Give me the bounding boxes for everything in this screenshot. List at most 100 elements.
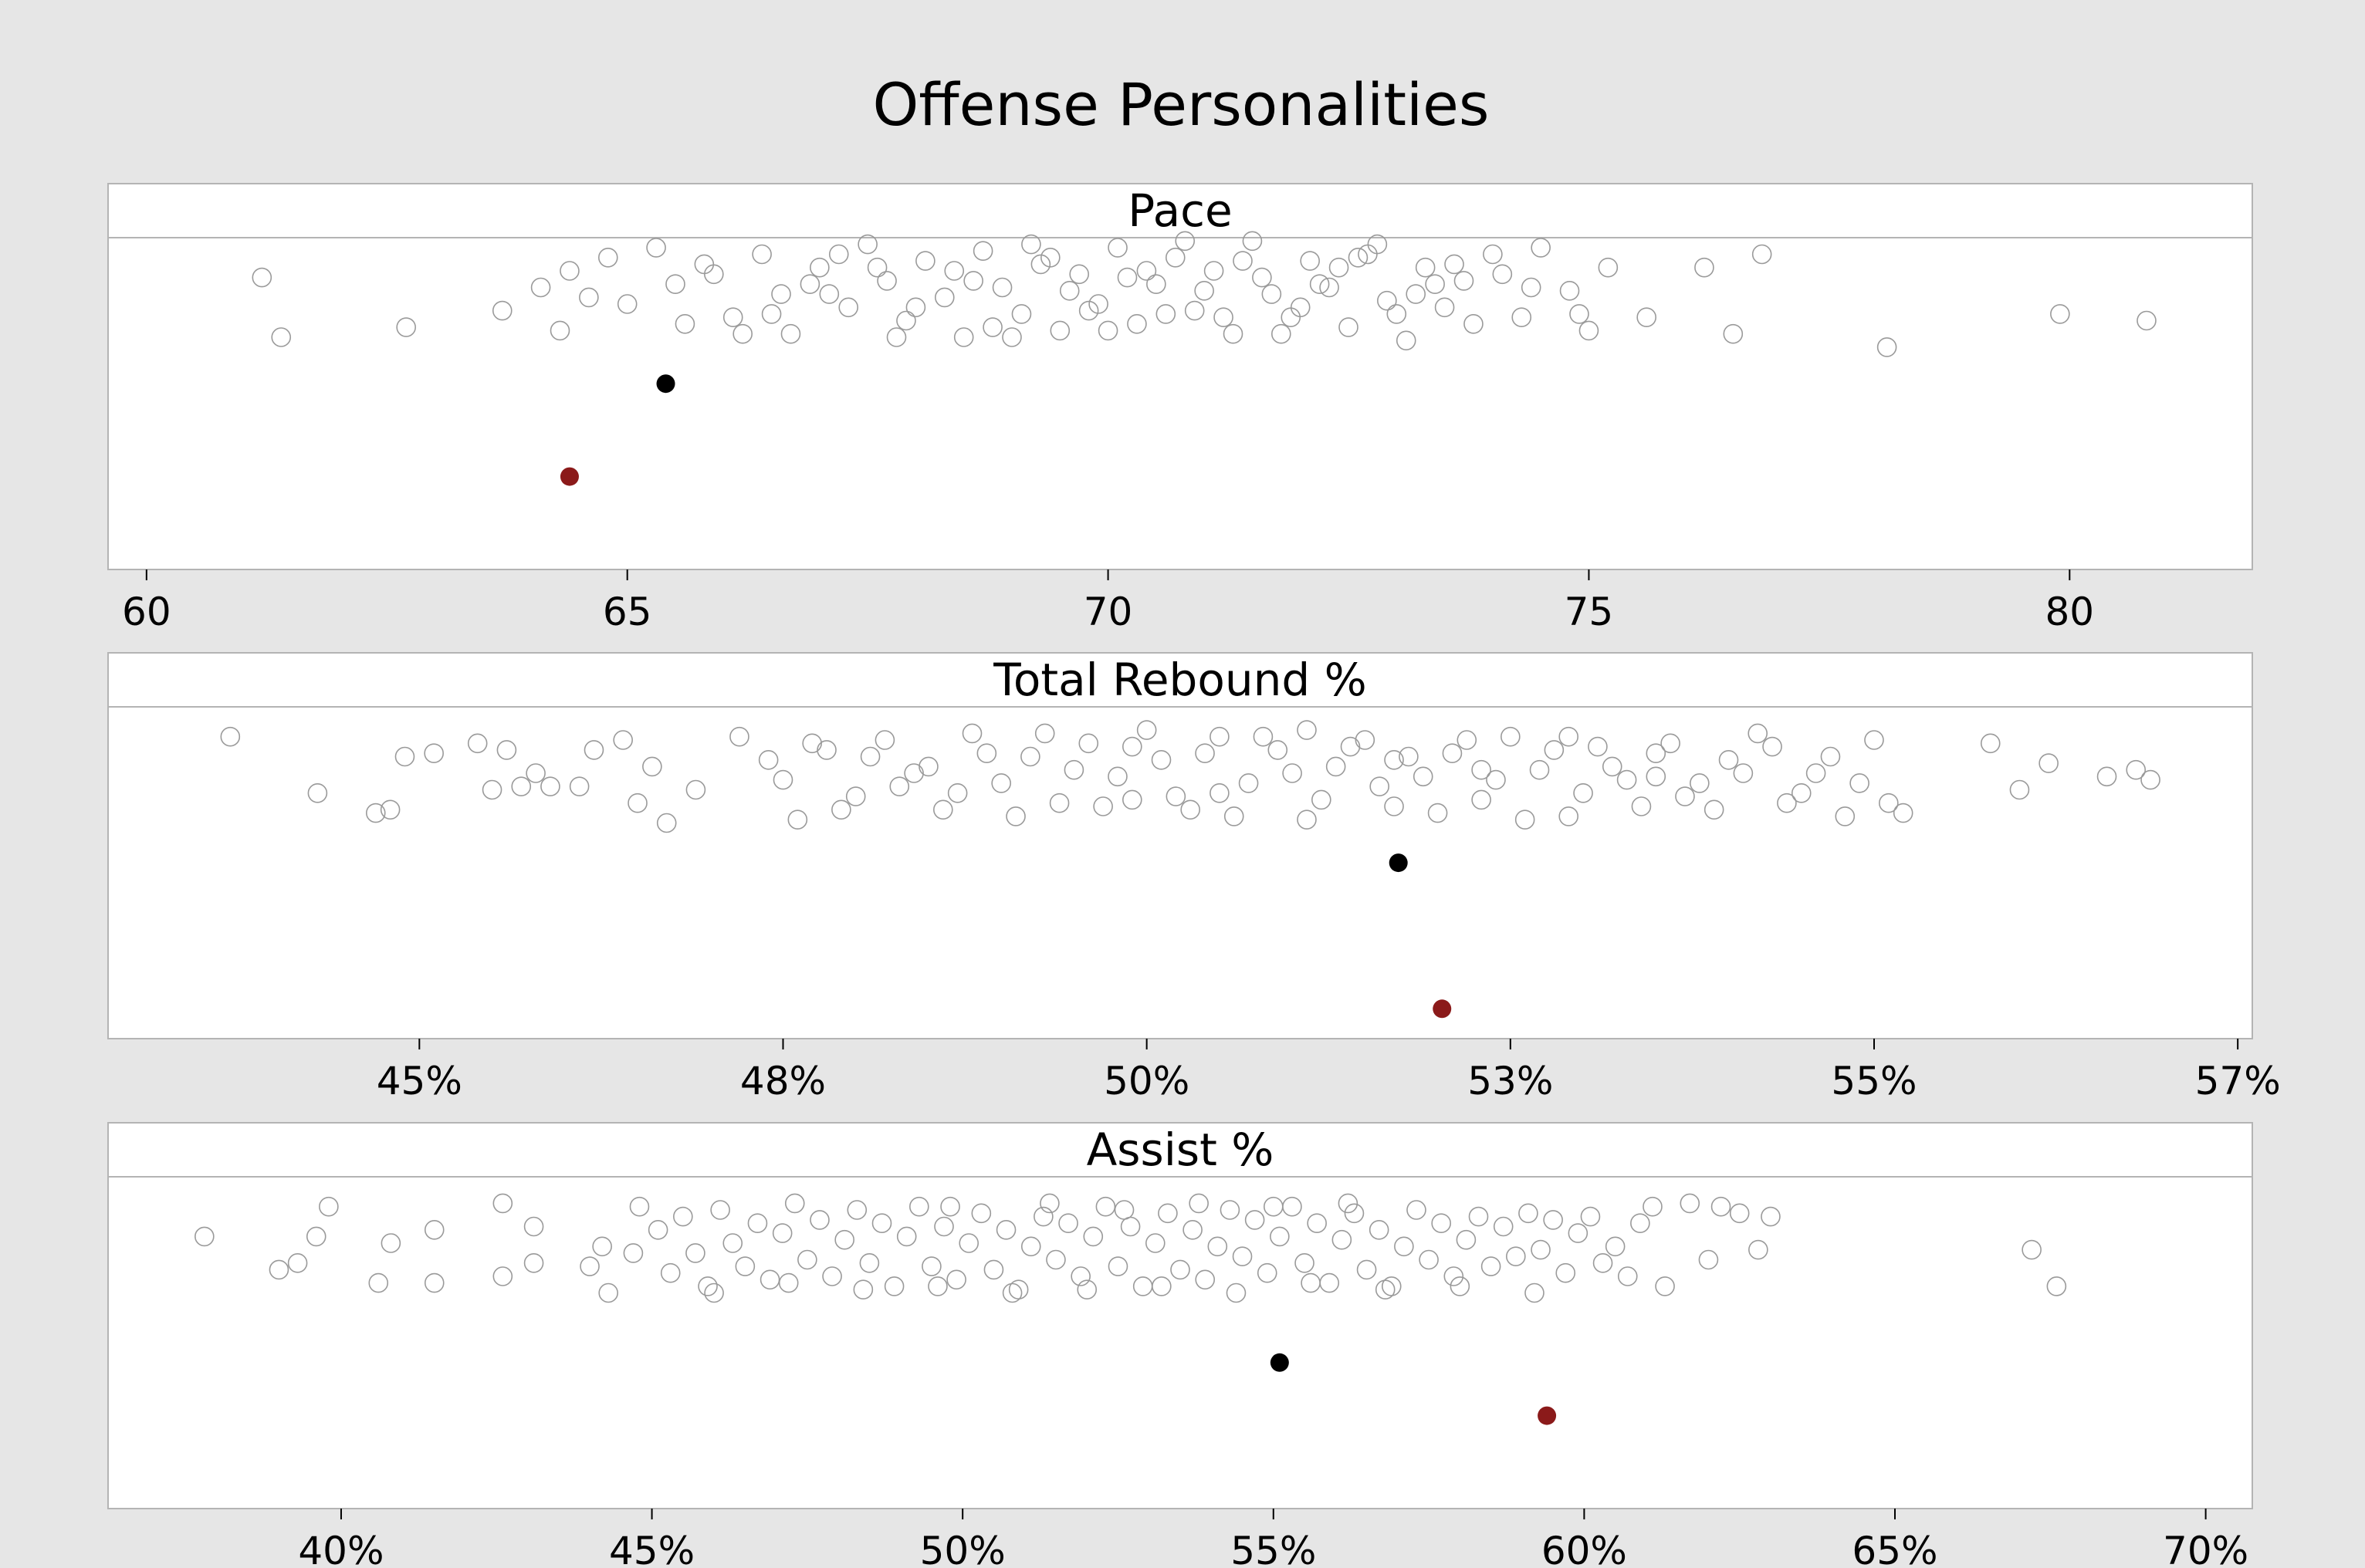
data-point-1-9 (511, 776, 532, 797)
data-point-1-52 (1660, 733, 1680, 754)
data-point-1-86 (1471, 789, 1491, 810)
data-point-2-50 (1046, 1249, 1066, 1270)
data-point-2-62 (1195, 1269, 1216, 1290)
panel-title-1: Total Rebound % (993, 654, 1366, 706)
data-point-0-34 (1127, 313, 1147, 334)
data-point-2-48 (1020, 1236, 1041, 1257)
data-point-0-82 (1406, 284, 1426, 304)
data-point-1-51 (1631, 796, 1652, 816)
data-point-0-57 (1598, 257, 1619, 278)
data-point-0-93 (1117, 267, 1138, 288)
data-point-1-12 (569, 776, 590, 797)
data-point-2-125 (1338, 1193, 1358, 1214)
data-point-1-83 (1384, 796, 1404, 816)
data-point-1-36 (1195, 743, 1215, 764)
data-point-0-44 (1319, 277, 1339, 298)
data-point-1-0 (220, 726, 241, 747)
data-point-1-107 (1297, 720, 1317, 740)
data-point-2-64 (1220, 1200, 1240, 1220)
data-point-0-37 (1184, 300, 1205, 321)
data-point-0-91 (1040, 247, 1061, 268)
data-point-1-20 (758, 749, 779, 770)
accent-point-2-0 (1538, 1406, 1557, 1425)
data-point-2-104 (1748, 1239, 1768, 1260)
data-point-0-2 (396, 317, 416, 337)
data-point-1-17 (656, 813, 677, 833)
data-point-0-74 (1098, 320, 1118, 341)
data-point-1-22 (787, 809, 808, 830)
data-point-0-80 (1328, 257, 1349, 278)
data-point-0-81 (1367, 234, 1388, 255)
data-point-2-115 (1226, 1282, 1247, 1303)
data-point-1-10 (526, 763, 546, 783)
data-point-2-97 (1630, 1213, 1650, 1233)
data-point-0-87 (867, 257, 888, 278)
data-point-2-78 (1394, 1236, 1414, 1257)
x-tick-label-0-0: 60 (122, 590, 171, 634)
data-point-1-55 (1748, 723, 1768, 744)
data-point-1-87 (1501, 726, 1521, 747)
data-point-0-12 (675, 313, 695, 334)
data-point-1-75 (1151, 749, 1172, 770)
data-point-1-26 (904, 763, 924, 783)
data-point-0-45 (1338, 317, 1358, 337)
data-point-0-103 (1492, 264, 1513, 285)
accent-point-0-0 (560, 467, 579, 486)
data-point-2-81 (1431, 1213, 1451, 1233)
data-point-2-21 (685, 1243, 705, 1263)
data-point-2-93 (1580, 1206, 1601, 1227)
data-point-2-0 (195, 1226, 215, 1247)
data-point-0-38 (1203, 261, 1224, 281)
panel-plot-area-1 (107, 706, 2253, 1039)
data-point-1-11 (540, 776, 560, 797)
highlight-point-2-0 (1270, 1353, 1289, 1372)
data-point-2-30 (797, 1249, 817, 1270)
x-tick-label-2-0: 40% (298, 1529, 384, 1565)
panel-title-0: Pace (1128, 184, 1232, 237)
data-point-2-24 (722, 1233, 743, 1253)
data-point-1-82 (1355, 730, 1375, 750)
data-point-1-33 (1108, 766, 1128, 787)
data-point-1-109 (1471, 759, 1491, 780)
data-point-0-73 (1059, 280, 1080, 301)
x-tick-label-0-2: 70 (1084, 590, 1133, 634)
data-point-2-28 (772, 1223, 793, 1243)
data-point-2-70 (1294, 1253, 1314, 1273)
data-point-1-28 (962, 723, 983, 744)
data-point-1-90 (1588, 736, 1608, 757)
panel-header-1 (107, 652, 2253, 708)
data-point-2-27 (760, 1269, 780, 1290)
data-point-0-99 (1348, 247, 1369, 268)
data-point-2-111 (928, 1276, 948, 1296)
data-point-0-48 (1396, 330, 1416, 351)
data-point-2-51 (1058, 1213, 1078, 1233)
data-point-2-23 (710, 1200, 730, 1220)
data-point-1-41 (1340, 736, 1361, 757)
data-point-0-31 (1069, 264, 1089, 285)
data-point-0-4 (530, 277, 551, 298)
data-point-2-94 (1592, 1253, 1613, 1273)
data-point-2-47 (1008, 1279, 1029, 1299)
data-point-2-41 (934, 1216, 954, 1237)
data-point-0-39 (1223, 323, 1243, 344)
data-point-2-74 (1344, 1203, 1365, 1224)
data-point-1-98 (1704, 799, 1724, 820)
x-tick-label-2-5: 65% (1852, 1529, 1937, 1565)
data-point-2-14 (592, 1236, 612, 1257)
data-point-2-32 (822, 1266, 842, 1286)
data-point-0-58 (1636, 307, 1656, 328)
data-point-0-96 (1233, 251, 1253, 271)
data-point-0-55 (1559, 280, 1580, 301)
data-point-2-84 (1468, 1206, 1489, 1227)
data-point-1-106 (1210, 783, 1230, 803)
x-tick-label-1-2: 50% (1104, 1059, 1189, 1103)
data-point-1-70 (1006, 806, 1026, 826)
data-point-1-64 (2096, 766, 2117, 787)
data-point-2-76 (1369, 1220, 1389, 1240)
data-point-2-49 (1034, 1206, 1054, 1227)
highlight-point-0-0 (656, 374, 675, 394)
data-point-0-85 (761, 304, 782, 324)
data-point-1-97 (802, 733, 822, 754)
data-point-2-88 (1518, 1203, 1538, 1224)
